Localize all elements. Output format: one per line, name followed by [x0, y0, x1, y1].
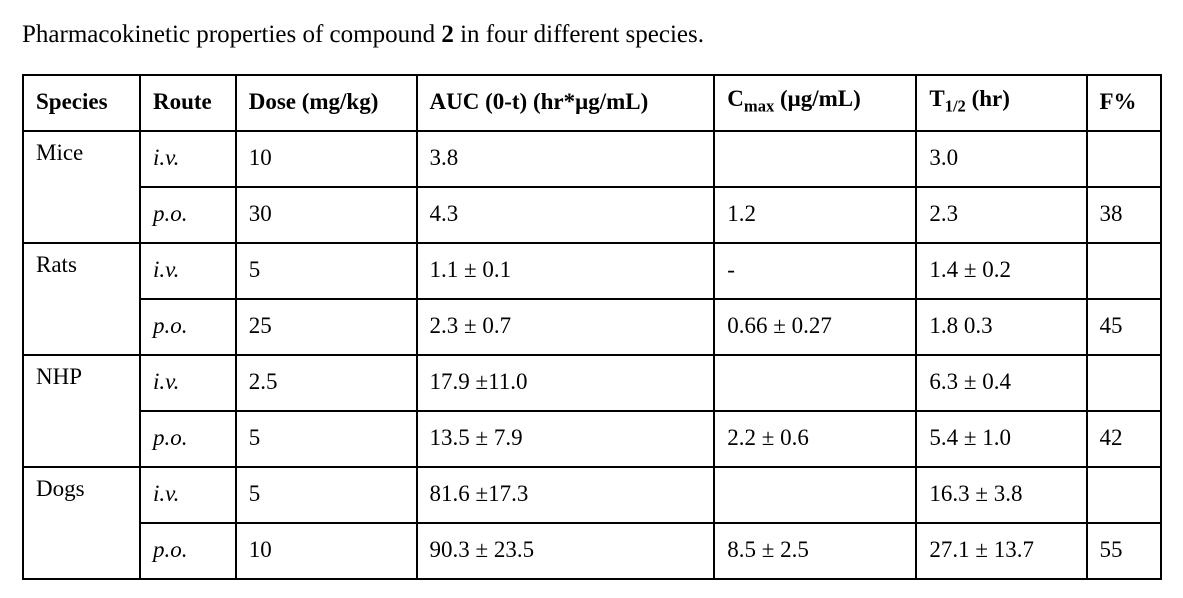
cell-thalf: 2.3 [916, 187, 1086, 243]
table-row: Ratsi.v.51.1 ± 0.1-1.4 ± 0.2 [23, 243, 1161, 299]
table-row: p.o.252.3 ± 0.70.66 ± 0.271.8 0.345 [23, 299, 1161, 355]
cell-route: i.v. [140, 131, 236, 187]
cell-dose: 10 [236, 523, 417, 579]
cell-cmax [714, 131, 916, 187]
cell-dose: 2.5 [236, 355, 417, 411]
col-route: Route [140, 75, 236, 131]
col-f: F% [1087, 75, 1162, 131]
col-auc-prefix: AUC (0-t) (hr* [430, 89, 576, 114]
cell-dose: 5 [236, 411, 417, 467]
table-row: Micei.v.103.83.0 [23, 131, 1161, 187]
cell-species: Mice [23, 131, 140, 243]
col-cmax-close: g/mL) [801, 86, 861, 111]
table-row: p.o.1090.3 ± 23.58.5 ± 2.527.1 ± 13.755 [23, 523, 1161, 579]
cell-thalf: 16.3 ± 3.8 [916, 467, 1086, 523]
cell-thalf: 1.8 0.3 [916, 299, 1086, 355]
col-thalf-t: T [929, 86, 944, 111]
caption-suffix: in four different species. [454, 21, 704, 48]
col-species: Species [23, 75, 140, 131]
col-cmax-c: C [727, 86, 744, 111]
table-header-row: Species Route Dose (mg/kg) AUC (0-t) (hr… [23, 75, 1161, 131]
cell-cmax [714, 355, 916, 411]
cell-dose: 10 [236, 131, 417, 187]
cell-dose: 5 [236, 243, 417, 299]
table-caption: Pharmacokinetic properties of compound 2… [22, 18, 1161, 52]
cell-f [1087, 355, 1162, 411]
col-auc-suffix: g/mL) [588, 89, 648, 114]
cell-cmax: 0.66 ± 0.27 [714, 299, 916, 355]
table-row: Dogsi.v.581.6 ±17.316.3 ± 3.8 [23, 467, 1161, 523]
cell-f: 55 [1087, 523, 1162, 579]
cell-auc: 2.3 ± 0.7 [417, 299, 715, 355]
cell-cmax: 2.2 ± 0.6 [714, 411, 916, 467]
cell-species: Dogs [23, 467, 140, 579]
cell-route: i.v. [140, 243, 236, 299]
col-cmax-sub: max [744, 97, 774, 116]
page: Pharmacokinetic properties of compound 2… [0, 0, 1183, 598]
cell-f [1087, 243, 1162, 299]
mu-glyph: μ [788, 86, 801, 111]
cell-auc: 13.5 ± 7.9 [417, 411, 715, 467]
cell-species: Rats [23, 243, 140, 355]
table-row: p.o.513.5 ± 7.92.2 ± 0.65.4 ± 1.042 [23, 411, 1161, 467]
col-thalf-sub: 1/2 [945, 97, 966, 116]
cell-dose: 30 [236, 187, 417, 243]
cell-species: NHP [23, 355, 140, 467]
cell-route: p.o. [140, 187, 236, 243]
cell-cmax: 1.2 [714, 187, 916, 243]
cell-route: i.v. [140, 355, 236, 411]
cell-f [1087, 467, 1162, 523]
cell-route: p.o. [140, 523, 236, 579]
col-dose: Dose (mg/kg) [236, 75, 417, 131]
cell-auc: 17.9 ±11.0 [417, 355, 715, 411]
cell-thalf: 3.0 [916, 131, 1086, 187]
caption-prefix: Pharmacokinetic properties of compound [22, 21, 441, 48]
pk-table-body: Micei.v.103.83.0p.o.304.31.22.338Ratsi.v… [23, 131, 1161, 579]
cell-cmax: - [714, 243, 916, 299]
cell-auc: 1.1 ± 0.1 [417, 243, 715, 299]
cell-auc: 3.8 [417, 131, 715, 187]
mu-glyph: μ [575, 89, 588, 114]
col-thalf: T1/2 (hr) [916, 75, 1086, 131]
pk-table: Species Route Dose (mg/kg) AUC (0-t) (hr… [22, 74, 1162, 580]
cell-dose: 25 [236, 299, 417, 355]
cell-f: 45 [1087, 299, 1162, 355]
cell-auc: 4.3 [417, 187, 715, 243]
cell-thalf: 1.4 ± 0.2 [916, 243, 1086, 299]
caption-compound-number: 2 [441, 21, 454, 48]
col-thalf-unit: (hr) [966, 86, 1010, 111]
cell-cmax: 8.5 ± 2.5 [714, 523, 916, 579]
table-row: p.o.304.31.22.338 [23, 187, 1161, 243]
cell-cmax [714, 467, 916, 523]
col-cmax: Cmax (μg/mL) [714, 75, 916, 131]
cell-f: 42 [1087, 411, 1162, 467]
col-cmax-open: ( [774, 86, 787, 111]
table-row: NHPi.v.2.517.9 ±11.06.3 ± 0.4 [23, 355, 1161, 411]
cell-f: 38 [1087, 187, 1162, 243]
cell-route: p.o. [140, 299, 236, 355]
cell-thalf: 27.1 ± 13.7 [916, 523, 1086, 579]
cell-auc: 81.6 ±17.3 [417, 467, 715, 523]
cell-dose: 5 [236, 467, 417, 523]
cell-f [1087, 131, 1162, 187]
col-auc: AUC (0-t) (hr*μg/mL) [417, 75, 715, 131]
cell-auc: 90.3 ± 23.5 [417, 523, 715, 579]
cell-thalf: 5.4 ± 1.0 [916, 411, 1086, 467]
cell-thalf: 6.3 ± 0.4 [916, 355, 1086, 411]
cell-route: p.o. [140, 411, 236, 467]
cell-route: i.v. [140, 467, 236, 523]
